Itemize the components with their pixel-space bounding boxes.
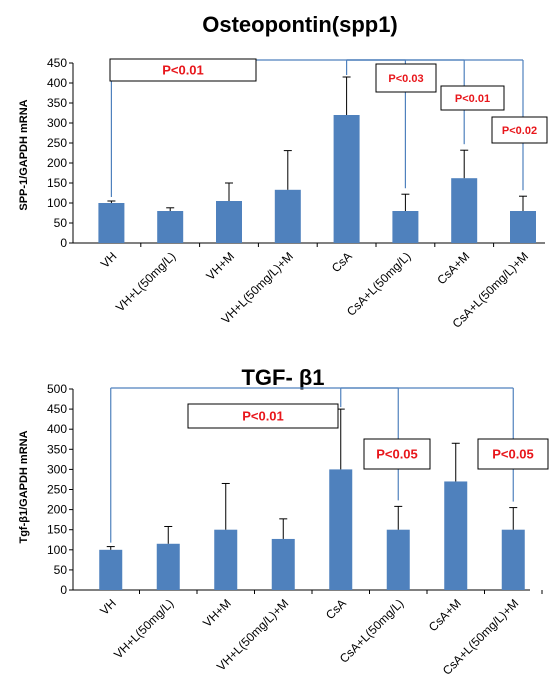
bar [271, 538, 295, 590]
y-axis-label: Tgf-β1/GAPDH mRNA [18, 430, 30, 543]
y-tick-label: 250 [47, 136, 67, 150]
p-value-box [109, 58, 257, 82]
y-tick-label: 100 [47, 543, 67, 557]
y-tick-label: 350 [47, 442, 67, 456]
x-tick-label: CsA+M [426, 596, 464, 634]
p-value-box [187, 403, 339, 429]
p-value-box [440, 85, 505, 111]
p-value-label: P<0.03 [388, 73, 423, 85]
p-value-label: P<0.01 [162, 63, 204, 78]
y-tick-label: 400 [47, 76, 67, 90]
y-tick-label: 0 [60, 583, 67, 597]
bar [274, 189, 301, 243]
y-tick-label: 150 [47, 176, 67, 190]
bar [451, 178, 478, 243]
p-value-box [363, 438, 431, 470]
bar [392, 211, 419, 243]
y-tick-label: 450 [47, 56, 67, 70]
p-value-label: P<0.01 [242, 409, 284, 424]
x-tick-label: VH+M [203, 249, 237, 283]
y-tick-label: 200 [47, 503, 67, 517]
p-value-box [375, 63, 437, 93]
bar [444, 481, 468, 590]
bar [157, 211, 184, 243]
y-tick-label: 100 [47, 196, 67, 210]
bar [214, 529, 238, 590]
p-value-box [491, 116, 548, 144]
bar [98, 203, 125, 243]
bar [216, 201, 242, 243]
y-tick-label: 150 [47, 523, 67, 537]
x-tick-label: CsA+L(50mg/L) [344, 249, 414, 319]
x-tick-label: CsA+M [434, 249, 472, 287]
y-tick-label: 250 [47, 483, 67, 497]
bar [329, 469, 353, 590]
bar [333, 115, 360, 243]
y-tick-label: 300 [47, 462, 67, 476]
bar [501, 529, 525, 590]
y-tick-label: 450 [47, 402, 67, 416]
bar [510, 211, 536, 243]
x-tick-label: VH [97, 596, 119, 618]
p-value-label: P<0.05 [492, 447, 534, 462]
bar [386, 529, 410, 590]
p-value-label: P<0.01 [455, 93, 490, 105]
chart-title: TGF- β1 [241, 365, 324, 390]
y-axis-label: SPP-1/GAPDH mRNA [18, 99, 30, 210]
x-tick-label: VH [98, 249, 120, 271]
x-tick-label: VH+L(50mg/L) [113, 249, 178, 314]
y-tick-label: 300 [47, 116, 67, 130]
bar [99, 549, 123, 590]
y-tick-label: 350 [47, 96, 67, 110]
chart-title: Osteopontin(spp1) [202, 12, 398, 37]
y-tick-label: 200 [47, 156, 67, 170]
chart-osteopontin: Osteopontin(spp1) SPP-1/GAPDH mRNA 0 50 10… [18, 12, 548, 331]
x-tick-label: VH+M [200, 596, 234, 630]
x-tick-label: VH+L(50mg/L) [111, 596, 176, 661]
p-value-box [477, 438, 549, 470]
chart-tgf-beta1: TGF- β1 Tgf-β1/GAPDH mRNA 0 50 100 150 200 25… [18, 365, 549, 678]
p-value-label: P<0.05 [376, 447, 418, 462]
x-tick-label: CsA [329, 249, 355, 275]
y-tick-label: 400 [47, 422, 67, 436]
x-tick-label: CsA [323, 596, 349, 622]
y-tick-label: 50 [54, 563, 68, 577]
y-tick-label: 500 [47, 382, 67, 396]
y-tick-label: 50 [54, 216, 68, 230]
y-tick-label: 0 [60, 236, 67, 250]
p-value-label: P<0.02 [502, 125, 537, 137]
bar [156, 543, 180, 590]
